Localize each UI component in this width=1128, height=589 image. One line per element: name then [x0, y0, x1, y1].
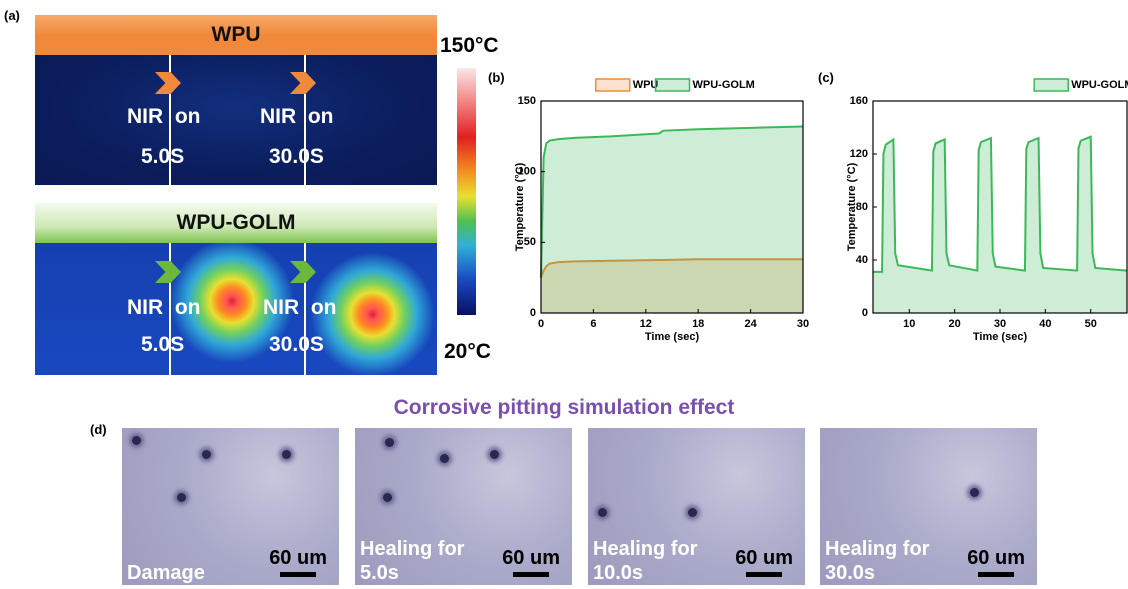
y-axis-label: Temperature (°C)	[846, 162, 858, 251]
x-tick-label: 0	[538, 318, 544, 330]
x-tick-label: 50	[1085, 318, 1097, 330]
x-tick-label: 20	[949, 318, 961, 330]
figure: (a) WPU NIR on 5.0S NIR on 30.0S WPU-GOL…	[0, 0, 1128, 589]
area-fill	[873, 137, 1127, 313]
y-tick-label: 0	[530, 307, 536, 319]
x-tick-label: 6	[590, 318, 596, 330]
legend-label: WPU	[633, 79, 659, 91]
x-tick-label: 18	[692, 318, 704, 330]
x-tick-label: 30	[994, 318, 1006, 330]
x-tick-label: 40	[1039, 318, 1051, 330]
legend-swatch	[656, 79, 690, 91]
legend-swatch	[596, 79, 630, 91]
x-tick-label: 10	[903, 318, 915, 330]
y-tick-label: 0	[862, 307, 868, 319]
x-tick-label: 24	[744, 318, 757, 330]
area-fill	[541, 126, 803, 313]
y-axis-label: Temperature (°C)	[514, 162, 526, 251]
x-tick-label: 12	[640, 318, 652, 330]
legend-label: WPU-GOLM	[693, 79, 755, 91]
x-tick-label: 30	[797, 318, 809, 330]
y-tick-label: 40	[856, 254, 868, 266]
y-tick-label: 120	[850, 148, 868, 160]
legend-label: WPU-GOLM	[1071, 79, 1128, 91]
charts: 0501001500612182430Time (sec)Temperature…	[0, 0, 1128, 589]
y-tick-label: 160	[850, 95, 868, 107]
y-tick-label: 150	[518, 95, 536, 107]
x-axis-label: Time (sec)	[973, 331, 1028, 343]
x-axis-label: Time (sec)	[645, 331, 700, 343]
legend-swatch	[1034, 79, 1068, 91]
